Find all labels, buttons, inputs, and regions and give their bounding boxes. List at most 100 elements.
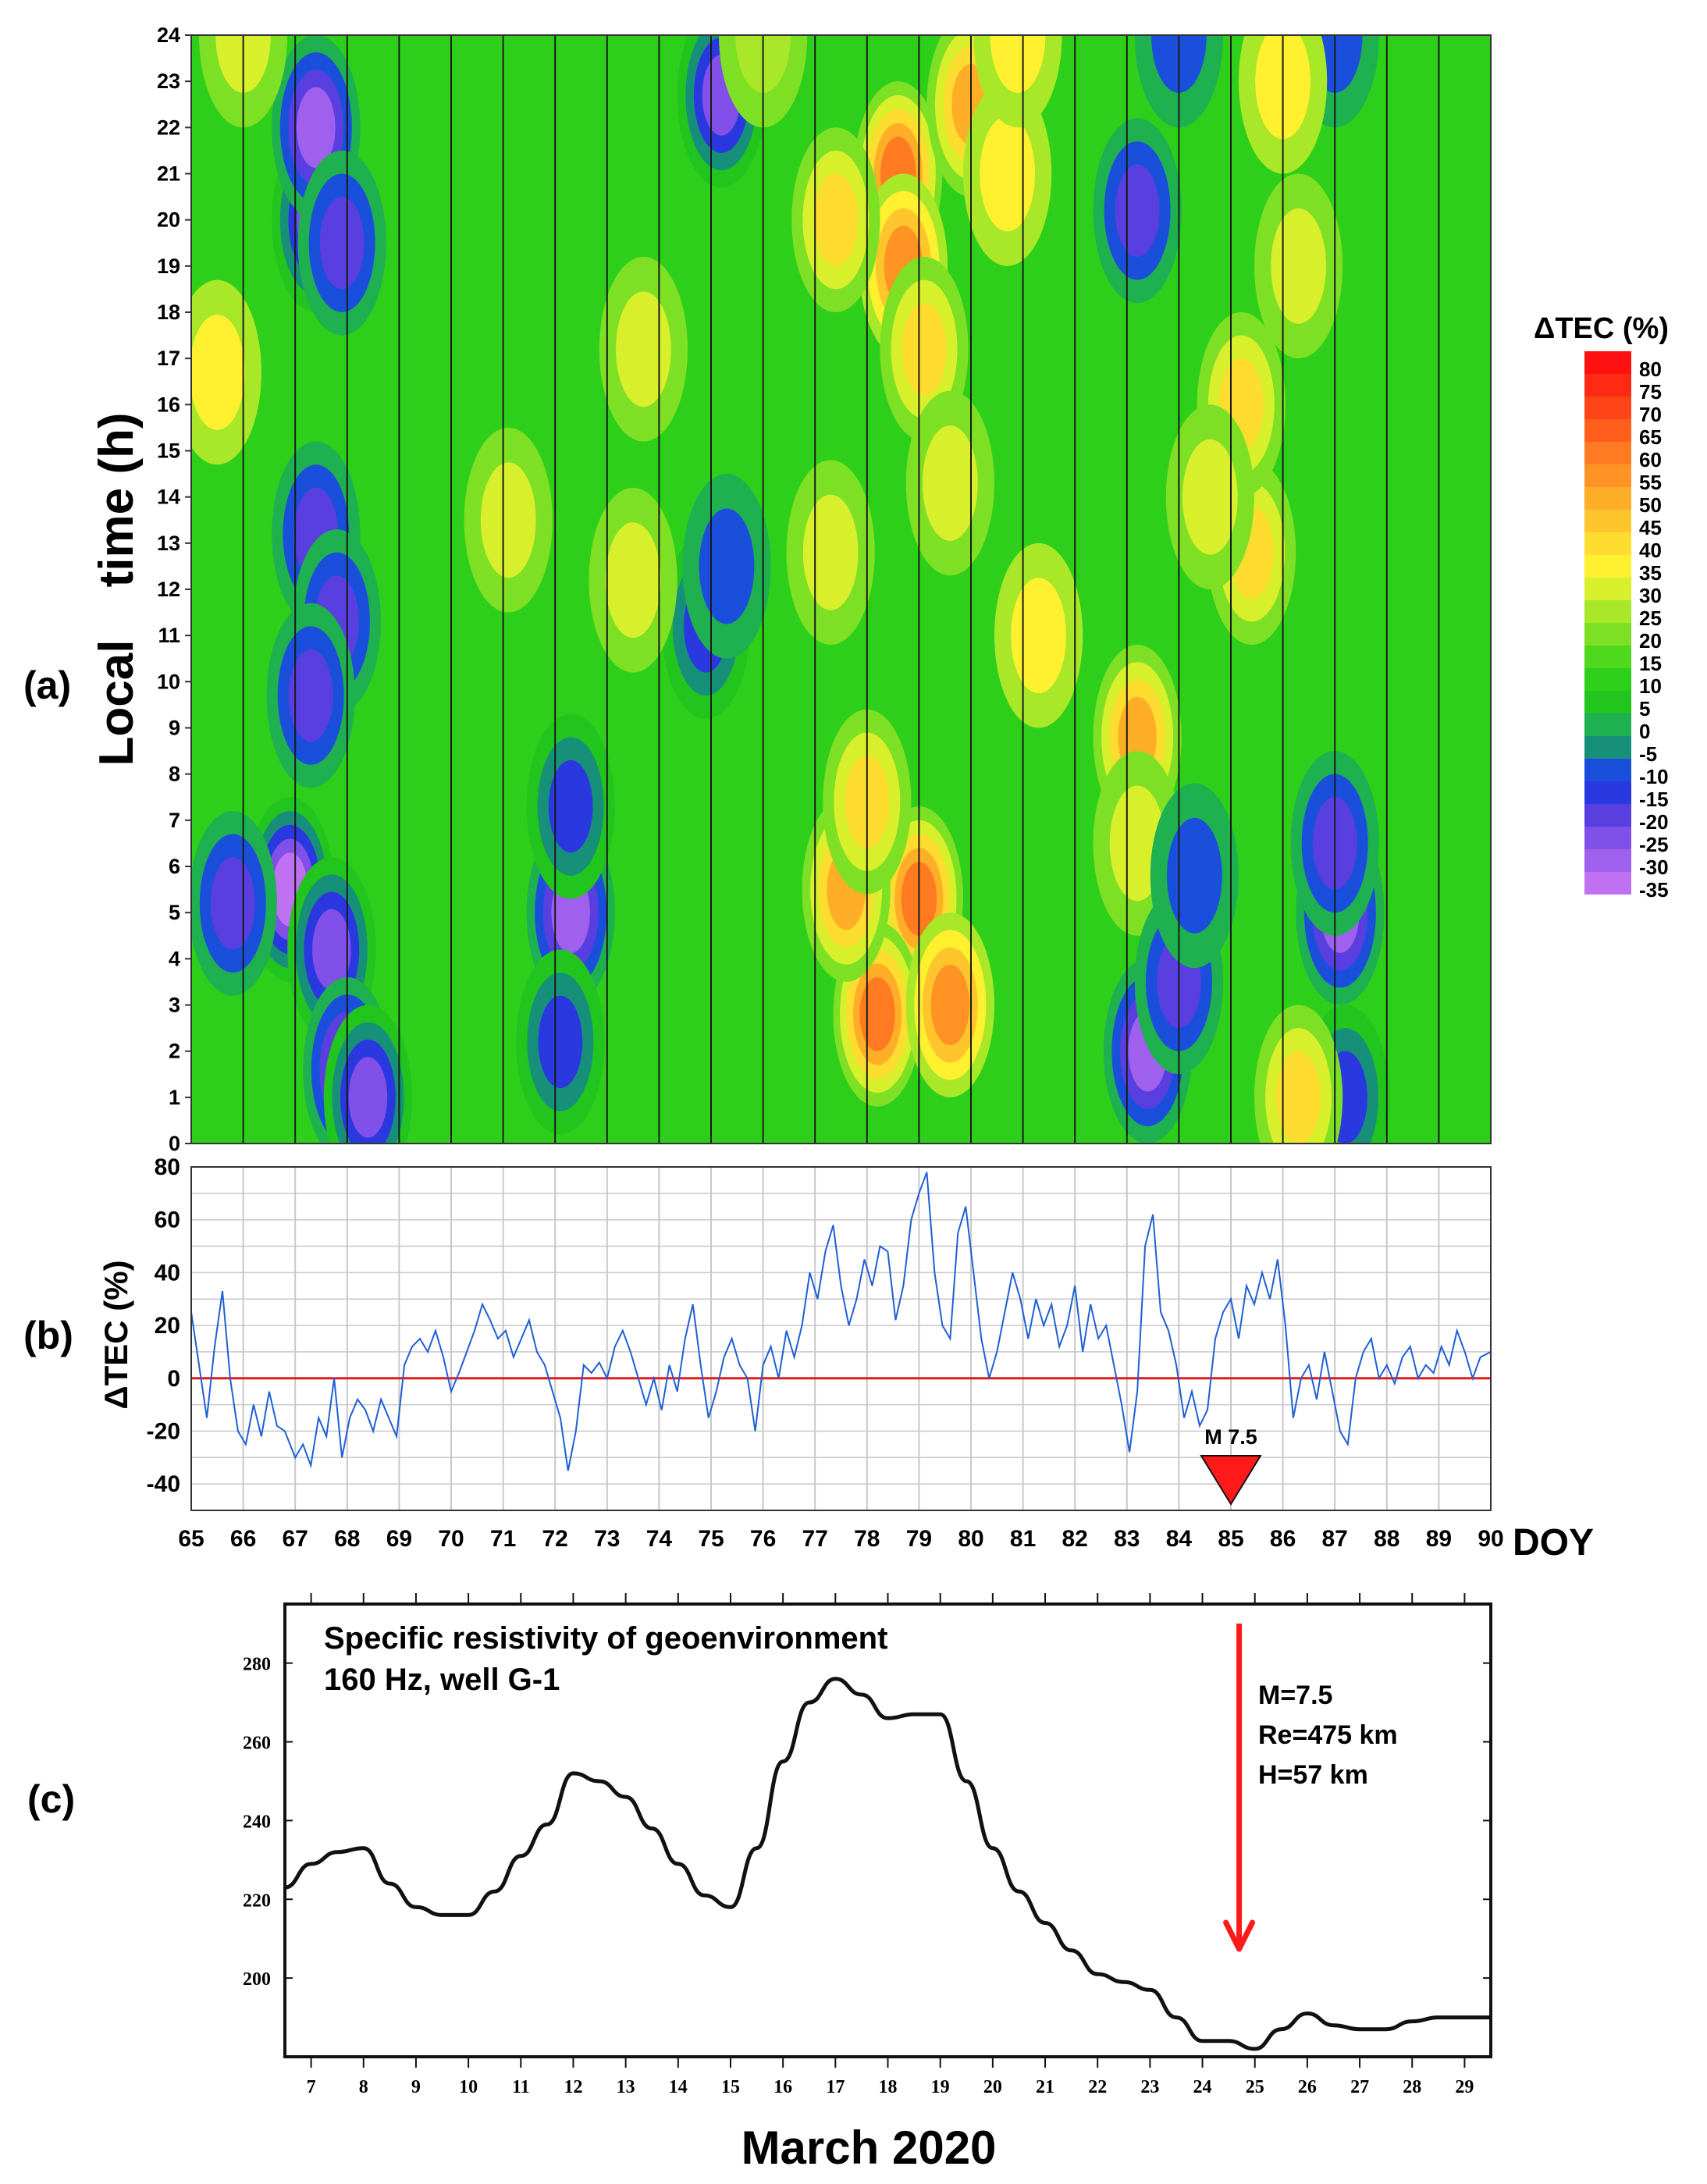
- tec-y-tick-label: -40: [147, 1471, 180, 1497]
- y-tick-label: 4: [169, 947, 180, 970]
- colorbar-level-label: 55: [1639, 471, 1662, 494]
- tec-x-label: DOY: [1513, 1522, 1594, 1563]
- resistivity-x-tick-label: 24: [1193, 2077, 1212, 2097]
- y-label-word1: Local: [90, 640, 144, 767]
- tec-y-tick-label: 40: [155, 1260, 180, 1286]
- tec-x-tick-label: 68: [334, 1526, 360, 1552]
- resistivity-x-tick-label: 12: [564, 2077, 582, 2097]
- tec-x-ticks: 65 66 67 68 69 70 71 72 73 74 75 76 77 78 79 80 81 82 83 84…: [178, 1526, 1503, 1552]
- resistivity-x-tick-label: 18: [879, 2077, 898, 2097]
- anomaly-8-ring-3: [312, 909, 351, 991]
- resistivity-plot-frame: [283, 1602, 1492, 2058]
- tec-x-tick-label: 81: [1010, 1526, 1036, 1552]
- earthquake-marker: [1200, 1455, 1262, 1506]
- tec-y-tick-label: 60: [155, 1208, 180, 1233]
- resistivity-x-tick-label: 22: [1088, 2077, 1107, 2097]
- tec-x-tick-label: 67: [283, 1526, 308, 1552]
- colorbar-level-label: -35: [1639, 878, 1669, 902]
- colorbar-swatch--15: [1584, 781, 1631, 804]
- arrow-head: [1223, 1919, 1256, 1952]
- colorbar-level-label: 60: [1639, 448, 1662, 471]
- tec-x-tick-label: 65: [178, 1526, 204, 1552]
- colorbar-level-label: -30: [1639, 855, 1669, 879]
- resistivity-x-tick-label: 11: [512, 2077, 530, 2097]
- tec-y-tick-label: 0: [167, 1366, 180, 1392]
- panel-label-a: (a): [23, 663, 71, 707]
- colorbar-level-label: 0: [1639, 720, 1650, 743]
- colorbar-swatch--10: [1584, 759, 1631, 781]
- y-tick-label: 13: [157, 532, 180, 555]
- tec-x-tick-label: 72: [542, 1526, 568, 1552]
- panel-a: 0123456789101112131415161718192021222324…: [23, 23, 1669, 1155]
- tec-y-label: ΔTEC (%): [98, 1260, 134, 1409]
- resistivity-x-tick-label: 21: [1036, 2077, 1054, 2097]
- tec-x-tick-label: 86: [1270, 1526, 1296, 1552]
- tec-x-tick-label: 83: [1114, 1526, 1140, 1552]
- colorbar-level-label: 70: [1639, 403, 1662, 426]
- resistivity-x-tick-label: 20: [983, 2077, 1002, 2097]
- y-tick-label: 1: [169, 1086, 180, 1109]
- colorbar-swatch-55: [1584, 464, 1631, 487]
- colorbar-swatch-5: [1584, 691, 1631, 713]
- y-tick-label: 7: [169, 809, 180, 832]
- y-tick-label: 0: [169, 1132, 180, 1155]
- colorbar-level-label: -25: [1639, 833, 1669, 856]
- anomaly-32-ring-1: [1166, 817, 1222, 934]
- colorbar-swatch-35: [1584, 555, 1631, 578]
- resistivity-y-tick-label: 240: [243, 1812, 271, 1832]
- tec-x-tick-label: 90: [1478, 1526, 1503, 1552]
- tec-x-tick-label: 73: [594, 1526, 620, 1552]
- tec-plot-frame: [190, 1166, 1492, 1511]
- tec-x-tick-label: 82: [1062, 1526, 1088, 1552]
- tec-x-tick-label: 66: [230, 1526, 256, 1552]
- colorbar-level-label: 80: [1639, 357, 1662, 381]
- colorbar-swatch-75: [1584, 374, 1631, 397]
- tec-x-tick-label: 80: [958, 1526, 983, 1552]
- colorbar-level-label: 40: [1639, 539, 1662, 562]
- anomaly-49-ring-1: [990, 35, 1046, 93]
- annotation-magnitude: M=7.5: [1258, 1681, 1332, 1710]
- anomaly-53-ring-1: [605, 522, 661, 638]
- y-tick-label: 9: [169, 717, 180, 740]
- anomaly-44-ring-1: [191, 314, 245, 430]
- resistivity-x-tick-label: 28: [1403, 2077, 1421, 2097]
- colorbar-swatch-20: [1584, 623, 1631, 646]
- y-tick-label: 17: [157, 347, 180, 370]
- anomaly-10-ring-3: [348, 1057, 388, 1138]
- colorbar-swatch-70: [1584, 397, 1631, 419]
- tec-x-tick-label: 69: [386, 1526, 412, 1552]
- colorbar-level-label: 50: [1639, 493, 1662, 517]
- colorbar-swatch-15: [1584, 646, 1631, 668]
- y-tick-label: 23: [157, 69, 180, 93]
- colorbar-swatch--30: [1584, 849, 1631, 872]
- resistivity-x-tick-label: 7: [307, 2077, 316, 2097]
- colorbar-level-label: -20: [1639, 810, 1669, 834]
- tec-y-ticks: 80 60 40 20 0 -20 -40: [147, 1154, 180, 1497]
- colorbar-level-label: 45: [1639, 516, 1662, 539]
- tec-x-tick-label: 77: [802, 1526, 828, 1552]
- tec-y-tick-label: -20: [147, 1418, 180, 1444]
- anomaly-5-ring-2: [288, 649, 333, 742]
- colorbar-level-label: 30: [1639, 584, 1662, 607]
- colorbar-level-label: 15: [1639, 652, 1662, 675]
- resistivity-y-tick-label: 260: [243, 1734, 271, 1754]
- resistivity-x-tick-label: 14: [669, 2077, 688, 2097]
- panel-c: 7 8 9 10 11 12 13 14 15 16 17 18 19 20 21 22 23 24 25 26 27 2…: [27, 1593, 1492, 2174]
- annotation-radius: Re=475 km: [1258, 1720, 1398, 1750]
- tec-x-tick-label: 85: [1218, 1526, 1243, 1552]
- tec-x-tick-label: 70: [438, 1526, 464, 1552]
- anomaly-40-ring-2: [1276, 1051, 1321, 1144]
- colorbar-level-label: 25: [1639, 606, 1662, 630]
- anomaly-16-ring-1: [699, 508, 755, 624]
- y-tick-label: 5: [169, 901, 180, 924]
- resistivity-x-tick-label: 8: [359, 2077, 368, 2097]
- colorbar-swatch-40: [1584, 532, 1631, 555]
- anomaly-1-ring-3: [297, 87, 336, 169]
- y-tick-label: 19: [157, 254, 180, 278]
- colorbar-swatch--35: [1584, 872, 1631, 895]
- anomaly-21-ring-1: [980, 116, 1036, 232]
- anomaly-26-ring-3: [930, 964, 970, 1046]
- colorbar-swatch-0: [1584, 713, 1631, 736]
